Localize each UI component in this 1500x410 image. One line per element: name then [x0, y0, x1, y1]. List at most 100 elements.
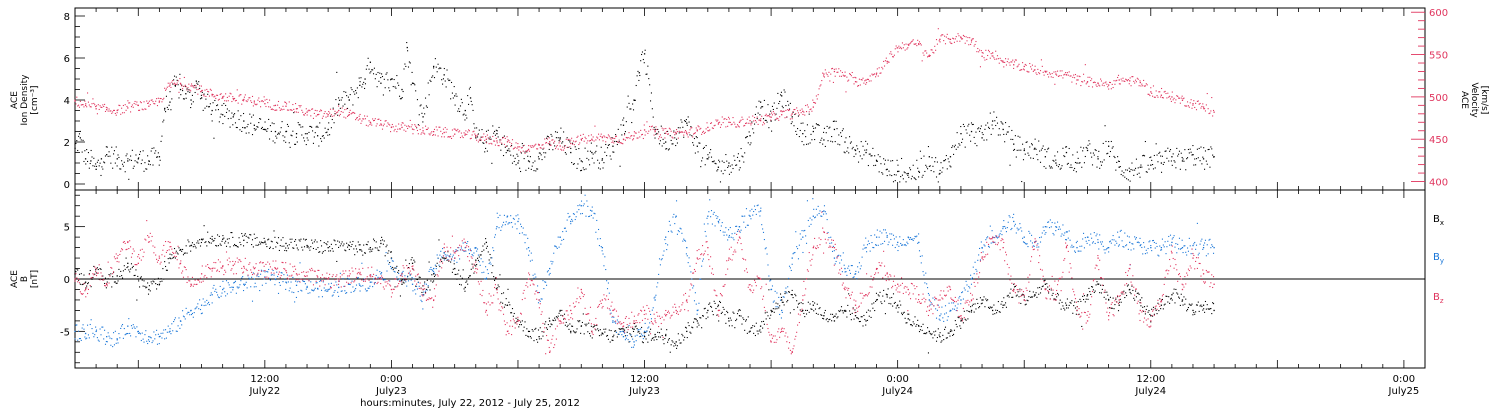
density-series-sample: [1019, 136, 1021, 138]
bx-series-sample: [249, 234, 251, 236]
density-series-sample: [977, 128, 979, 130]
velocity-series-sample: [708, 130, 710, 132]
bx-series-sample: [570, 332, 572, 334]
density-series-sample: [307, 139, 309, 141]
bx-series-sample: [1070, 302, 1072, 304]
bx-series-sample: [728, 325, 730, 327]
density-series-sample: [130, 159, 133, 161]
bx-series-sample: [505, 298, 507, 300]
bx-series-sample: [281, 245, 283, 247]
bx-series-sample: [822, 317, 824, 319]
bx-series-sample: [1111, 307, 1113, 309]
by-series-sample: [126, 332, 128, 335]
bx-series-sample: [1127, 284, 1129, 286]
bx-series-sample: [604, 331, 606, 333]
velocity-series-sample: [839, 75, 841, 77]
bx-series-sample: [803, 312, 805, 315]
bx-series-sample: [528, 330, 531, 333]
density-series-sample: [497, 136, 499, 138]
density-series-sample: [482, 142, 484, 144]
density-series-point: [211, 109, 213, 112]
bx-series-sample: [1205, 308, 1207, 310]
velocity-series-sample: [665, 127, 667, 130]
velocity-series-sample: [1042, 71, 1044, 73]
velocity-series-point: [1013, 64, 1015, 66]
velocity-series-sample: [1109, 81, 1111, 84]
bx-series-sample: [913, 323, 915, 325]
density-series-sample: [648, 78, 650, 80]
density-series-sample: [170, 109, 172, 111]
by-series-sample: [162, 332, 164, 334]
velocity-series-sample: [325, 116, 327, 118]
bx-series-sample: [374, 247, 376, 249]
velocity-series-sample: [630, 135, 632, 137]
bx-series-sample: [589, 332, 591, 335]
bx-series-sample: [448, 260, 450, 262]
bx-series-sample: [232, 236, 234, 238]
velocity-series-sample: [1017, 65, 1019, 67]
bx-series-sample: [1032, 291, 1034, 293]
density-series-sample: [873, 164, 875, 167]
by-series-sample: [174, 317, 176, 319]
by-series-sample: [208, 304, 211, 306]
by-series-point: [285, 281, 287, 283]
velocity-series-sample: [152, 101, 154, 103]
velocity-series-point: [1118, 79, 1120, 81]
velocity-series-sample: [147, 102, 150, 104]
velocity-series-sample: [287, 109, 289, 111]
density-series-sample: [384, 87, 386, 89]
bx-series-sample: [655, 336, 657, 338]
bx-series-sample: [216, 245, 218, 247]
density-series-sample: [202, 109, 204, 111]
density-series-sample: [413, 83, 415, 85]
by-series-sample: [273, 274, 275, 276]
density-series-sample: [602, 167, 604, 169]
density-series-point: [823, 139, 825, 141]
velocity-series-sample: [722, 122, 724, 124]
bx-series-sample: [693, 321, 695, 323]
bx-series-sample: [1038, 293, 1040, 295]
bx-series-sample: [977, 302, 979, 305]
density-series-sample: [809, 142, 811, 144]
density-series-sample: [421, 112, 423, 114]
bx-series-sample: [484, 243, 486, 245]
density-series-sample: [364, 83, 367, 85]
velocity-series-sample: [533, 145, 535, 147]
density-series-sample: [1123, 172, 1125, 174]
density-series-sample: [996, 122, 999, 124]
density-series-sample: [1030, 157, 1032, 159]
bx-series-sample: [277, 242, 279, 244]
density-series-sample: [814, 138, 816, 141]
bx-series-sample: [225, 240, 227, 242]
density-series-sample: [973, 136, 975, 138]
bx-series-sample: [863, 314, 865, 317]
density-series-sample: [356, 87, 358, 89]
velocity-series-sample: [228, 95, 230, 97]
density-series-sample: [857, 148, 859, 150]
bx-series-sample: [349, 241, 351, 243]
velocity-series-sample: [1143, 85, 1146, 87]
bx-series-sample: [1019, 288, 1021, 290]
by-series-sample: [193, 312, 195, 314]
velocity-series-sample: [830, 73, 832, 75]
by-series-sample: [199, 299, 201, 301]
bx-series-sample: [494, 277, 497, 279]
bx-series-sample: [607, 338, 609, 340]
bx-series-sample: [632, 328, 634, 330]
bx-series-point: [759, 325, 762, 327]
right-y-tick-label: 450: [1429, 135, 1448, 146]
density-series-sample: [737, 153, 739, 155]
velocity-series-point: [327, 114, 329, 116]
velocity-series-sample: [387, 122, 389, 124]
bx-series-sample: [214, 237, 216, 240]
bx-series-sample: [877, 294, 879, 296]
velocity-series-sample: [616, 141, 618, 143]
bx-series-sample: [273, 230, 275, 232]
velocity-series-sample: [211, 95, 213, 97]
density-series-sample: [459, 110, 461, 113]
density-series-sample: [1202, 156, 1204, 158]
velocity-series-sample: [996, 58, 998, 60]
density-series-sample: [204, 107, 206, 109]
bx-series-sample: [1100, 284, 1102, 286]
bx-series-sample: [146, 286, 148, 288]
